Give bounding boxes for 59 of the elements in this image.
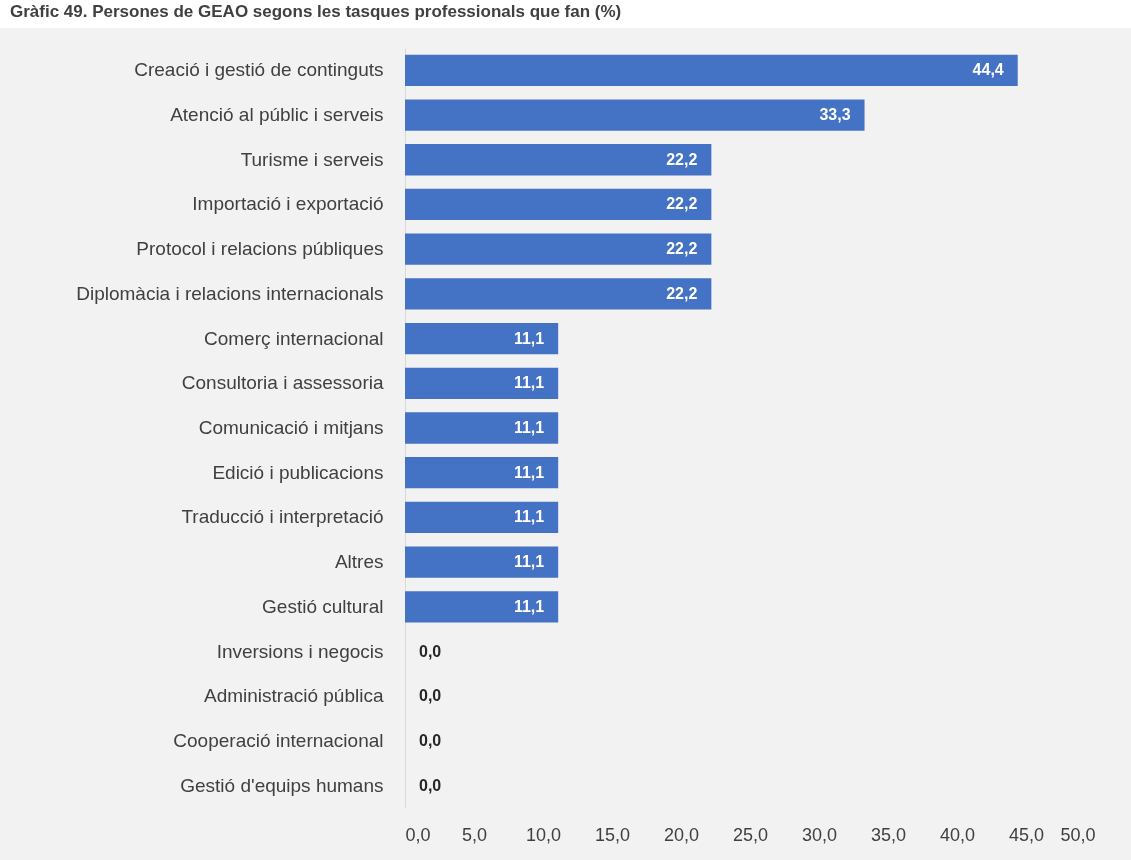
data-label: 11,1 [513,508,545,526]
y-tick-label: Creació i gestió de continguts [134,59,384,81]
data-label: 22,2 [666,240,698,258]
data-label: 33,3 [819,106,851,124]
data-label: 0,0 [419,642,442,660]
data-label: 0,0 [419,776,442,794]
x-tick-label: 35,0 [870,824,907,845]
data-label: 11,1 [513,419,545,436]
y-tick-label: Atenció al públic i serveis [170,104,384,126]
y-tick-label: Gestió d'equips humans [180,774,384,796]
bar [405,188,712,221]
bar [405,233,712,265]
data-label: 11,1 [513,374,545,392]
x-tick-label: 20,0 [663,824,700,845]
y-tick-label: Turisme i serveis [240,148,384,170]
y-tick-label: Diplomàcia i relacions internacionals [76,282,384,304]
y-tick-label: Edició i publicacions [212,461,384,483]
data-label: 11,1 [513,553,545,571]
data-label: 22,2 [666,195,698,213]
data-label: 11,1 [513,329,545,347]
bar [405,322,559,355]
data-label: 11,1 [513,597,545,615]
bar [405,278,712,310]
bar [405,457,559,489]
data-label: 22,2 [666,284,698,302]
x-tick-label: 10,0 [525,824,562,845]
y-tick-label: Protocol i relacions públiques [136,238,384,260]
data-label: 0,0 [419,687,442,705]
y-tick-label: Inversions i negocis [216,640,384,662]
bar [405,99,865,131]
y-tick-label: Consultoria i assessoria [181,372,384,394]
y-tick-label: Comunicació i mitjans [198,417,384,438]
bar [405,144,712,176]
y-tick-label: Importació i exportació [192,193,384,215]
y-tick-label: Administració pública [203,685,384,707]
x-tick-label: 25,0 [732,824,769,845]
y-tick-label: Traducció i interpretació [181,506,384,528]
bar [405,367,559,399]
bar [405,591,559,623]
data-label: 22,2 [666,150,698,168]
y-tick-label: Comerç internacional [203,327,384,349]
data-label: 11,1 [513,463,545,481]
y-tick-label: Gestió cultural [262,595,384,617]
x-tick-label: 50,0 [1060,824,1096,845]
x-tick-label: 45,0 [1008,824,1045,845]
x-tick-label: 40,0 [939,824,976,845]
y-tick-label: Altres [334,551,384,573]
data-label: 0,0 [419,731,442,749]
bar [405,546,559,578]
x-tick-label: 5,0 [461,824,488,845]
x-tick-label: 15,0 [594,824,631,845]
x-tick-label: 0,0 [405,824,431,845]
bar [405,501,559,534]
bar [405,54,1018,86]
data-label: 44,4 [972,61,1004,79]
x-tick-label: 30,0 [801,824,838,845]
chart-title: Gràfic 49. Persones de GEAO segons les tasques professionals que fan (%) [0,0,1131,28]
y-tick-label: Cooperació internacional [173,729,384,751]
bar [405,412,559,444]
